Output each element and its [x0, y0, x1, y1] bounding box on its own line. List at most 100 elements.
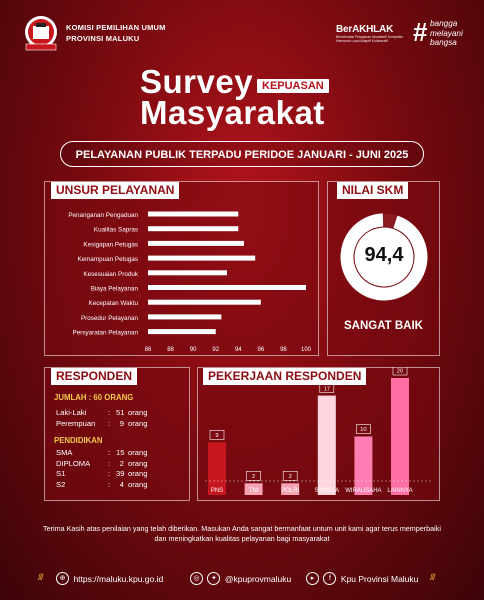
gender-row: Laki-Laki:51 orang — [56, 408, 158, 419]
gender-count: 9 — [119, 418, 124, 428]
pekerjaan-category-label: TNI — [249, 488, 259, 494]
unsur-chart: Penanganan Pengaduan Kualitas Sapras Kesig… — [68, 211, 312, 353]
unsur-label: Kesigapan Petugas — [83, 241, 138, 248]
website-link[interactable]: https://maluku.kpu.go.id — [73, 573, 164, 584]
pendidikan-unit: orang — [128, 448, 148, 457]
unsur-tag: UNSUR PELAYANAN — [51, 182, 180, 199]
pendidikan-unit: orang — [128, 479, 148, 489]
youtube-icon: ▸ — [306, 572, 319, 586]
pekerjaan-category-label: SWASTA — [314, 488, 339, 494]
pekerjaan-bar — [281, 483, 300, 495]
period-banner: PELAYANAN PUBLIK TERPADU PERIDOE JANUARI… — [60, 141, 424, 167]
unsur-tick: 88 — [167, 347, 174, 353]
pendidikan-name: SMA — [56, 448, 73, 457]
title-survey: Survey — [140, 63, 254, 100]
unsur-tick: 96 — [258, 347, 265, 353]
pendidikan-list: SMA:15 orang DIPLOMA:2 orang S1:39 orang S2:4 o… — [56, 448, 158, 490]
berakhlak-title: BerAKHLAK — [336, 24, 394, 35]
unsur-label: Kecepatan Waktu — [89, 300, 139, 307]
gender-unit: orang — [128, 418, 148, 428]
unsur-bar — [148, 211, 239, 217]
responden-panel — [44, 367, 190, 501]
pekerjaan-value-label: 17 — [324, 386, 330, 392]
social-handle[interactable]: @kpuprovmaluku — [224, 573, 292, 584]
pekerjaan-value-box — [246, 471, 261, 481]
gender-name: Perempuan — [56, 418, 96, 428]
kpu-logo — [25, 16, 57, 51]
pendidikan-row: S1:39 orang — [56, 469, 158, 480]
pendidikan-count: 39 — [116, 469, 125, 478]
pekerjaan-value-box — [319, 383, 335, 393]
pekerjaan-bar — [391, 378, 409, 495]
unsur-tick: 86 — [145, 347, 152, 353]
unsur-bar — [148, 270, 227, 276]
gender-unit: orang — [128, 408, 148, 417]
pekerjaan-category-label: LAINNYA — [387, 488, 412, 494]
bangga-word-1: bangga — [430, 19, 458, 28]
pekerjaan-value-label: 20 — [397, 369, 403, 375]
gender-sep: : — [108, 418, 111, 428]
responden-tag: RESPONDEN — [51, 368, 138, 385]
berakhlak-sub-1: Berorientasi Pelayanan Akuntabel Kompete… — [336, 35, 404, 39]
org-line-1: KOMISI PEMILIHAN UMUM — [66, 23, 166, 32]
skm-value: 94,4 — [364, 244, 404, 266]
unsur-panel — [44, 181, 319, 356]
pekerjaan-value-label: 10 — [360, 427, 366, 433]
pendidikan-unit: orang — [128, 469, 148, 478]
pekerjaan-tag: PEKERJAAN RESPONDEN — [203, 368, 367, 385]
unsur-bar — [148, 329, 216, 335]
skm-donut — [340, 213, 428, 301]
pendidikan-row: SMA:15 orang — [56, 448, 158, 459]
berakhlak-logo: BerAKHLAK Berorientasi Pelayanan Akuntab… — [336, 24, 406, 43]
gender-count: 51 — [116, 408, 125, 417]
unsur-label: Prosedur Pelayanan — [81, 315, 139, 322]
unsur-label: Biaya Pelayanan — [91, 286, 139, 293]
pendidikan-sep: : — [108, 448, 111, 457]
title-badge-kepuasan: KEPUASAN — [257, 79, 329, 93]
pendidikan-name: S1 — [56, 469, 66, 478]
unsur-bar — [148, 255, 256, 261]
pendidikan-label: PENDIDIKAN — [54, 436, 103, 445]
pekerjaan-category-label: POLRI — [281, 488, 299, 494]
gender-name: Laki-Laki — [56, 408, 87, 417]
footer-web[interactable]: ⊕ https://maluku.kpu.go.id — [56, 570, 163, 588]
pekerjaan-value-box — [209, 430, 225, 440]
unsur-label: Kemampuan Petugas — [77, 256, 138, 263]
pekerjaan-bar — [208, 442, 226, 495]
pendidikan-count: 15 — [116, 448, 125, 457]
facebook-page[interactable]: Kpu Provinsi Maluku — [340, 573, 419, 584]
pekerjaan-value-label: 2 — [252, 474, 255, 480]
pekerjaan-bar — [317, 395, 336, 495]
twitter-icon: ✦ — [207, 572, 221, 586]
globe-icon: ⊕ — [56, 572, 69, 586]
skm-center — [354, 227, 414, 287]
unsur-tick: 98 — [280, 347, 287, 353]
pekerjaan-value-label: 2 — [289, 474, 292, 480]
footer-page[interactable]: ▸ f Kpu Provinsi Maluku — [306, 570, 418, 588]
title-masyarakat: Masyarakat — [140, 94, 325, 131]
pendidikan-count: 2 — [119, 458, 124, 468]
unsur-bar — [148, 226, 239, 232]
pekerjaan-value-box — [392, 367, 408, 376]
unsur-bar — [148, 314, 222, 320]
unsur-bar — [148, 299, 261, 305]
pendidikan-row: S2:4 orang — [56, 480, 158, 491]
pekerjaan-bar — [244, 483, 263, 495]
pekerjaan-value-box — [282, 471, 298, 481]
unsur-tick: 100 — [301, 347, 312, 353]
footer-social[interactable]: ◎ ✦ @kpuprovmaluku — [190, 570, 291, 588]
stripes-right-icon: /// — [430, 572, 435, 582]
hash-icon: # — [413, 17, 428, 47]
pendidikan-sep: : — [108, 479, 111, 489]
gender-sep: : — [108, 408, 111, 417]
unsur-bar — [148, 285, 306, 290]
pendidikan-count: 4 — [119, 479, 124, 489]
pendidikan-sep: : — [108, 458, 111, 468]
pekerjaan-category-label: PNS — [211, 488, 223, 494]
berakhlak-sub-2: Harmonis Loyal Adaptif Kolaboratif — [336, 39, 389, 43]
unsur-label: Penanganan Pengaduan — [68, 212, 138, 219]
thank-you-note: Terima Kasih atas penilaian yang telah d… — [43, 524, 441, 543]
pendidikan-sep: : — [108, 469, 111, 478]
pekerjaan-category-label: WIRAUSAHA — [345, 488, 381, 494]
bangga-word-3: bangsa — [430, 38, 457, 47]
